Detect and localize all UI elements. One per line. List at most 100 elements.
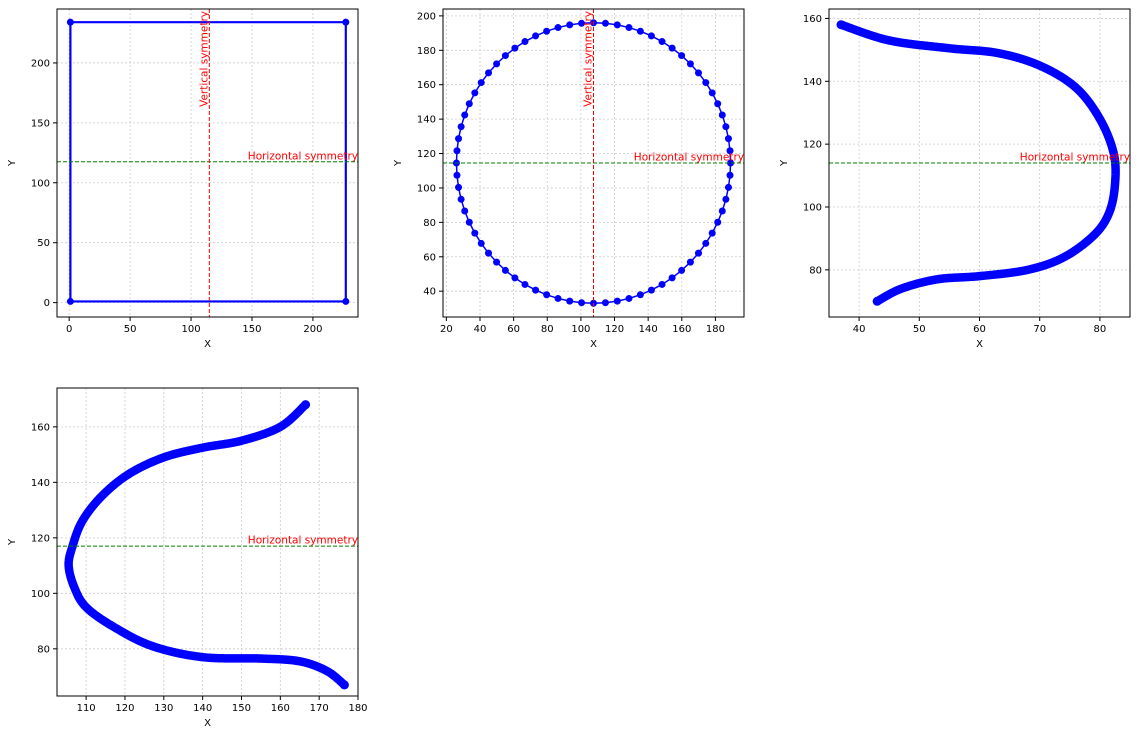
plot-area — [57, 9, 358, 317]
y-axis-label: Y — [7, 538, 18, 546]
data-point — [566, 21, 574, 29]
data-point — [694, 249, 702, 257]
data-point — [658, 38, 666, 46]
y-tick-label: 100 — [31, 178, 50, 189]
data-point — [521, 38, 529, 46]
data-point — [718, 111, 726, 119]
chart-panel-3: Horizontal symmetry 40 50 60 70 80 80 100 120 140… — [779, 8, 1131, 350]
x-axis-label: X — [976, 339, 983, 350]
data-point — [342, 297, 350, 305]
y-tick-label: 60 — [423, 252, 436, 263]
y-tick-label: 40 — [423, 287, 436, 298]
data-point — [702, 79, 710, 87]
data-point — [636, 291, 644, 299]
data-point — [872, 296, 882, 306]
data-point — [836, 20, 846, 30]
data-point — [578, 299, 586, 307]
data-point — [694, 69, 702, 77]
data-point — [342, 18, 350, 26]
data-point — [511, 44, 519, 52]
data-point — [566, 297, 574, 305]
data-point — [554, 24, 562, 32]
plot-area — [443, 9, 744, 317]
data-point — [686, 60, 694, 68]
x-tick-label: 180 — [706, 324, 725, 335]
x-tick-label: 80 — [541, 324, 554, 335]
axes-frame — [442, 8, 745, 318]
data-point — [726, 171, 734, 179]
data-point — [647, 286, 655, 294]
data-point — [465, 218, 473, 226]
x-tick-label: 100 — [571, 324, 590, 335]
data-point — [511, 274, 519, 282]
data-point — [726, 147, 734, 155]
y-tick-label: 80 — [809, 265, 822, 276]
x-tick-label: 150 — [242, 324, 261, 335]
x-tick-label: 50 — [124, 324, 137, 335]
data-point — [471, 89, 479, 97]
x-tick-label: 40 — [474, 324, 487, 335]
y-tick-label: 120 — [803, 140, 822, 151]
data-point — [714, 218, 722, 226]
y-tick-label: 160 — [417, 80, 436, 91]
x-tick-label: 0 — [66, 324, 72, 335]
x-tick-label: 110 — [77, 703, 96, 714]
data-point — [477, 239, 485, 247]
y-tick-label: 80 — [423, 218, 436, 229]
data-point — [471, 229, 479, 237]
horizontal-symmetry-label: Horizontal symmetry — [248, 150, 358, 162]
horizontal-symmetry-label: Horizontal symmetry — [1020, 152, 1130, 164]
data-point — [708, 229, 716, 237]
chart-panel-2: Horizontal symmetry Vertical symmetry 20 40… — [393, 8, 745, 350]
data-point — [554, 294, 562, 302]
data-point — [714, 100, 722, 108]
data-point — [718, 207, 726, 215]
y-tick-label: 120 — [31, 533, 50, 544]
y-tick-label: 160 — [803, 14, 822, 25]
y-tick-label: 140 — [31, 478, 50, 489]
y-tick-label: 160 — [31, 422, 50, 433]
data-point — [601, 299, 609, 307]
x-tick-label: 80 — [1094, 324, 1107, 335]
x-tick-label: 160 — [672, 324, 691, 335]
series-curve — [64, 400, 349, 690]
y-tick-label: 140 — [417, 115, 436, 126]
x-tick-label: 120 — [115, 703, 134, 714]
x-tick-label: 200 — [303, 324, 322, 335]
data-point — [453, 147, 461, 155]
y-tick-label: 150 — [31, 118, 50, 129]
data-point — [724, 183, 732, 191]
y-axis-label: Y — [393, 159, 404, 167]
data-point — [613, 21, 621, 29]
x-axis-label: X — [204, 718, 211, 729]
y-tick-label: 200 — [417, 11, 436, 22]
y-tick-label: 0 — [44, 298, 50, 309]
series-curve — [836, 20, 1120, 306]
data-point — [457, 123, 465, 131]
plot-area — [829, 20, 1130, 306]
x-tick-label: 120 — [605, 324, 624, 335]
x-tick-label: 20 — [440, 324, 453, 335]
data-point — [702, 239, 710, 247]
y-tick-label: 80 — [37, 644, 50, 655]
x-tick-label: 50 — [913, 324, 926, 335]
data-point — [724, 135, 732, 143]
chart-panel-4: Horizontal symmetry 110 120 130 140 150 160 170… — [7, 387, 368, 729]
data-point — [453, 171, 461, 179]
data-point — [457, 195, 465, 203]
y-tick-label: 100 — [31, 589, 50, 600]
y-tick-label: 200 — [31, 58, 50, 69]
data-point — [708, 89, 716, 97]
data-point — [485, 249, 493, 257]
data-point — [578, 19, 586, 27]
axes-frame — [56, 8, 359, 318]
x-tick-label: 140 — [193, 703, 212, 714]
axes-frame — [56, 387, 359, 697]
data-point — [66, 297, 74, 305]
data-point — [493, 258, 501, 266]
y-tick-label: 100 — [417, 183, 436, 194]
data-point — [455, 135, 463, 143]
data-point — [543, 291, 551, 299]
y-tick-label: 140 — [803, 77, 822, 88]
